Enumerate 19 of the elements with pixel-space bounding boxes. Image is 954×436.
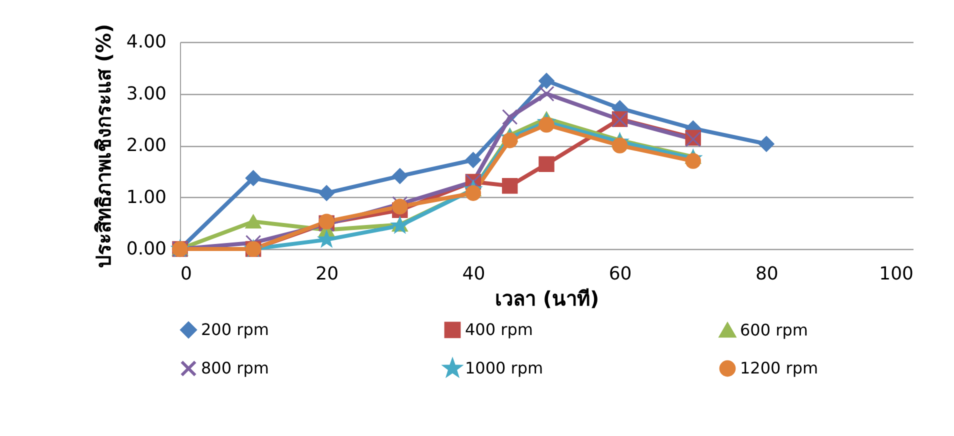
y-tick-label: 1.00: [126, 186, 166, 208]
y-tick-label: 2.00: [126, 135, 166, 156]
x-tick-label: 60: [608, 264, 632, 284]
y-tick-label: 3.00: [126, 83, 166, 104]
legend-label: 1200 rpm: [740, 358, 818, 378]
y-tick-label: 4.00: [126, 32, 166, 52]
x-tick-label: 80: [755, 264, 778, 284]
x-tick-label: 40: [462, 264, 486, 284]
legend-label: 600 rpm: [740, 320, 808, 340]
y-axis-title: ประสิทธิภาพเชิงกระแส (%): [91, 24, 116, 268]
x-tick-label: 20: [316, 264, 339, 284]
legend-label: 1000 rpm: [465, 358, 544, 378]
x-tick-label: 100: [879, 264, 914, 284]
legend-label: 800 rpm: [201, 358, 269, 378]
x-tick-label: 0: [180, 264, 192, 284]
x-axis-title: เวลา (นาที): [494, 286, 600, 310]
legend-label: 400 rpm: [465, 320, 533, 339]
y-tick-label: 0.00: [126, 238, 166, 260]
legend-label: 200 rpm: [201, 320, 269, 339]
